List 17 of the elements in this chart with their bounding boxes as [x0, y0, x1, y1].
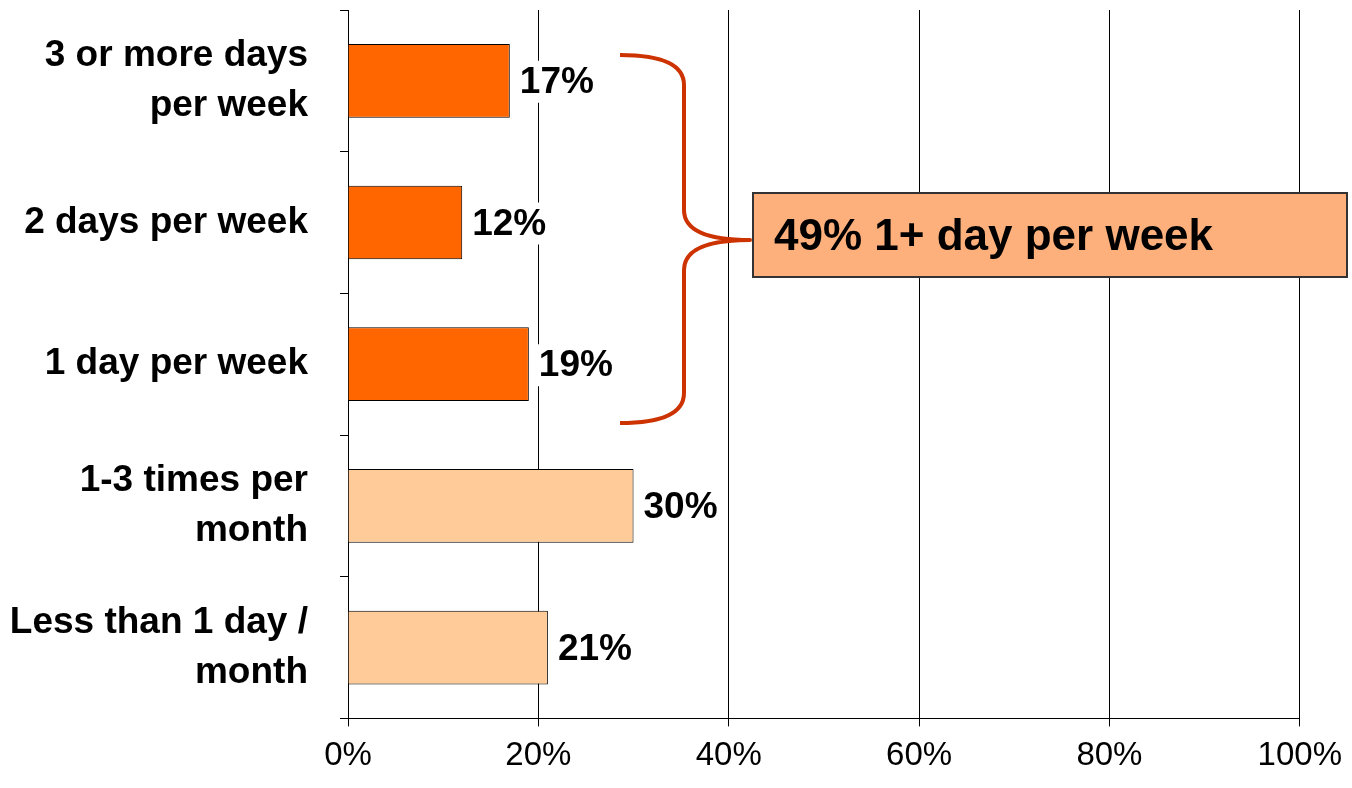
data-label: 12%: [472, 201, 547, 243]
data-label: 19%: [538, 343, 613, 385]
x-tick-label: 80%: [1076, 735, 1143, 773]
x-tick-label: 100%: [1257, 735, 1342, 773]
y-tick-label: 3 or more days per week: [44, 33, 309, 125]
y-tick-label: 2 days per week: [24, 199, 309, 241]
y-tick-label: Less than 1 day / month: [9, 599, 308, 691]
x-tick-label: 40%: [695, 735, 762, 773]
data-label: 21%: [557, 626, 632, 668]
callout-box: 49% 1+ day per week: [752, 192, 1348, 278]
data-label: 30%: [643, 485, 718, 527]
x-tick-label: 20%: [505, 735, 572, 773]
y-tick-label: 1-3 times per month: [79, 458, 308, 550]
y-tick-label: 1 day per week: [44, 341, 309, 383]
data-label: 17%: [519, 60, 594, 102]
x-tick-label: 0%: [324, 735, 372, 773]
x-tick-label: 60%: [886, 735, 953, 773]
